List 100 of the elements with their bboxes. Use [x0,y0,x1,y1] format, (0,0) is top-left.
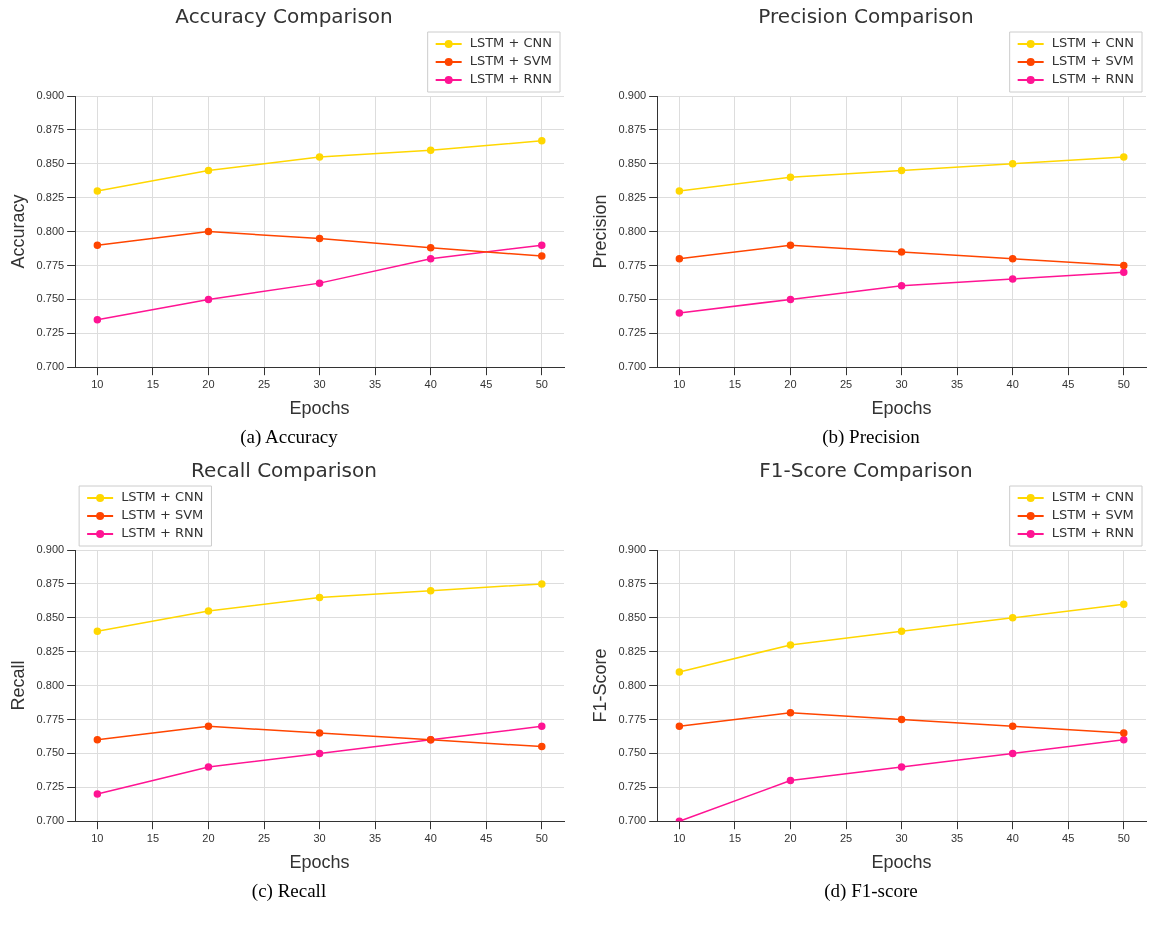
point [786,776,795,785]
x-tick-label: 35 [950,831,964,844]
point [93,187,102,195]
y-tick-label: 0.700 [36,360,65,373]
point [675,722,684,731]
point [204,607,213,615]
x-axis-title: Epochs [871,398,932,419]
point [93,790,102,798]
y-tick-label: 0.825 [36,644,65,657]
point [897,282,906,290]
x-tick-label: 50 [535,831,548,844]
point [1008,254,1017,263]
point [315,279,324,287]
legend-label: LSTM + RNN [469,71,552,87]
x-tick-label: 10 [673,831,686,844]
point [426,254,435,263]
y-tick-label: 0.825 [36,190,65,203]
point [315,234,324,243]
x-tick-label: 15 [728,377,742,390]
y-tick-label: 0.800 [36,678,65,691]
text: (c) Recall [250,880,328,902]
point [426,244,435,252]
point [1008,749,1017,758]
y-tick-label: 0.875 [36,122,65,135]
legend-label: LSTM + SVM [469,53,552,69]
x-tick-label: 15 [146,831,160,844]
x-tick-label: 30 [313,831,326,844]
point [1120,153,1128,161]
x-tick-label: 15 [728,831,742,844]
y-tick-label: 0.850 [36,610,65,623]
x-tick-label: 45 [1062,377,1075,390]
x-tick-label: 45 [1062,831,1075,844]
chart-title: Accuracy Comparison [175,4,393,29]
legend-label: LSTM + SVM [1051,507,1134,523]
y-tick-label: 0.775 [618,258,647,271]
y-tick-label: 0.875 [618,122,647,135]
point [1008,275,1017,283]
y-tick-label: 0.850 [36,156,65,169]
x-tick-label: 25 [839,831,853,844]
point [538,722,546,731]
point [675,309,684,317]
y-tick-label: 0.700 [618,814,647,827]
legend-label: LSTM + SVM [1051,53,1134,69]
point [897,763,906,771]
y-tick-label: 0.725 [36,326,65,339]
y-tick-label: 0.750 [618,746,647,759]
x-tick-label: 50 [535,377,548,390]
x-tick-label: 20 [784,831,797,844]
point [315,153,324,161]
point [897,715,906,724]
y-tick-label: 0.725 [618,326,647,339]
x-tick-label: 40 [424,377,437,390]
x-axis-title: Epochs [289,852,350,873]
legend-label: LSTM + RNN [121,525,204,541]
point [315,749,324,758]
legend-label: LSTM + SVM [121,507,204,523]
legend-label: LSTM + CNN [1051,489,1135,505]
x-tick-label: 45 [480,377,493,390]
y-tick-label: 0.800 [36,224,65,237]
point [786,708,795,717]
point [1008,614,1017,622]
y-tick-label: 0.900 [36,543,65,556]
x-tick-label: 25 [257,831,271,844]
x-axis-title: Epochs [871,852,932,873]
point [897,248,906,256]
x-tick-label: 50 [1117,831,1130,844]
x-tick-label: 10 [91,831,104,844]
chart-title: Recall Comparison [191,458,377,483]
legend-label: LSTM + CNN [1051,35,1135,51]
x-tick-label: 20 [202,377,215,390]
point [786,641,795,649]
text: (a) Accuracy [239,426,339,448]
point [897,627,906,636]
y-tick-label: 0.825 [618,644,647,657]
legend-label: LSTM + RNN [1051,71,1134,87]
x-tick-label: 40 [1006,377,1019,390]
x-tick-label: 35 [368,377,382,390]
legend-label: LSTM + CNN [121,489,204,505]
y-tick-label: 0.725 [36,780,65,793]
y-tick-label: 0.725 [618,780,647,793]
y-tick-label: 0.775 [36,258,65,271]
x-tick-label: 45 [480,831,493,844]
point [204,295,213,304]
x-tick-label: 25 [257,377,271,390]
x-tick-label: 35 [368,831,382,844]
y-tick-label: 0.800 [618,224,647,237]
point [675,254,684,263]
x-tick-label: 50 [1117,377,1130,390]
y-tick-label: 0.875 [618,576,647,589]
point [786,173,795,182]
y-tick-label: 0.775 [618,712,647,725]
y-tick-label: 0.900 [618,89,647,102]
point [538,742,546,751]
point [538,137,546,145]
point [426,586,435,595]
point [1008,160,1017,168]
point [786,241,795,249]
x-tick-label: 10 [673,377,686,390]
point [1120,261,1128,270]
point [675,668,684,676]
